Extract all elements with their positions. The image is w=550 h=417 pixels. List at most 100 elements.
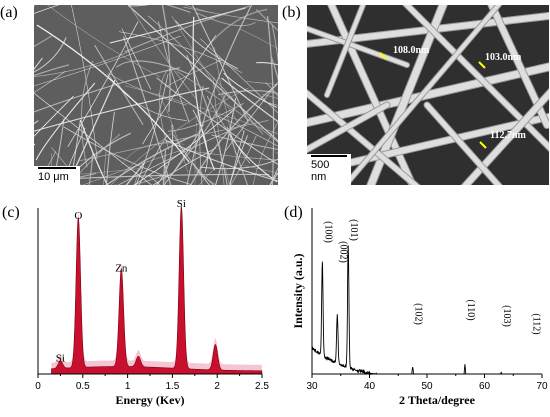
nanofiber-strand — [212, 77, 225, 185]
x-axis-title: 2 Theta/degree — [399, 393, 476, 407]
nanofiber — [342, 5, 502, 185]
nanofiber-strand — [115, 60, 190, 75]
nanofiber-strand — [269, 172, 278, 185]
measurement-1: 108.0nm — [393, 45, 430, 56]
peak-hkl-label: (002) — [337, 241, 348, 263]
scale-bar-line-b — [311, 155, 347, 157]
nanofiber-strand — [192, 163, 211, 185]
nanofiber-strand — [270, 56, 278, 81]
scale-bar-line-a — [38, 167, 76, 169]
nanofiber-strand — [176, 71, 278, 143]
y-axis-title: Intensity (a.u.) — [291, 253, 305, 328]
x-tick-label: 50 — [421, 381, 433, 392]
nanofiber-strand — [264, 81, 278, 97]
nanofiber-strand — [34, 95, 74, 137]
nanofiber-strand — [186, 5, 253, 185]
nanofiber-strand — [127, 5, 278, 142]
nanofiber-strand — [256, 62, 278, 66]
nanofiber-strand — [125, 162, 145, 185]
nanofiber-strand — [271, 25, 278, 63]
nanofiber-strand — [105, 133, 197, 185]
nanofiber — [307, 90, 420, 185]
nanofiber-strand — [82, 146, 192, 185]
nanofiber-strand — [118, 31, 242, 74]
nanofiber-strand — [158, 21, 190, 123]
sem-image-a: 10 μm — [34, 5, 278, 185]
peak-hkl-label: (101) — [348, 219, 359, 241]
nanofiber — [307, 63, 549, 127]
panel-c: (c) 0 0.5 1 1.5 2 2.5 Si O Zn Si Energy (Kev) — [0, 196, 275, 417]
panel-a: (a) 10 μm — [0, 0, 280, 190]
nanofiber — [325, 5, 366, 97]
nanofiber-strand — [34, 35, 53, 48]
nanofiber-strand — [174, 20, 239, 70]
sem-image-b: 108.0nm 103.0nm 112.7nm 500 nm — [307, 5, 549, 185]
nanofiber-strand — [156, 77, 278, 166]
measurement-3: 112.7nm — [490, 130, 526, 141]
nanofiber-strand — [211, 134, 278, 150]
measurement-marker — [379, 52, 387, 60]
nanofiber-strand — [163, 124, 204, 185]
nanofiber-strand — [165, 5, 191, 14]
panel-b: (b) 108.0nm 103.0nm 112.7nm 500 nm — [282, 0, 550, 190]
nanofiber-strand — [183, 5, 213, 14]
nanofiber-strand — [34, 71, 66, 93]
nanofiber-strand — [60, 132, 132, 185]
peak-label: O — [74, 210, 82, 222]
nanofiber-strand — [71, 5, 98, 159]
nanofiber-strand — [165, 139, 278, 182]
panel-c-label: (c) — [2, 204, 20, 221]
panel-d-label: (d) — [284, 204, 303, 221]
nanofiber-strand — [79, 119, 109, 185]
nanofiber-strand — [158, 92, 189, 173]
panel-a-label: (a) — [0, 4, 18, 21]
nanofiber-strand — [190, 84, 278, 185]
nanofiber-strand — [226, 126, 249, 185]
nanofiber-strand — [155, 124, 174, 185]
xrd-chart: 30 40 50 60 70 (100) (002)(101) (102) (110) (103)… — [291, 208, 548, 407]
nanofiber — [424, 102, 502, 185]
nanofiber-strand — [199, 85, 204, 185]
peak-label: Zn — [115, 263, 128, 275]
nanofiber-strand — [147, 15, 264, 135]
nanofiber-strand — [266, 15, 275, 185]
nanofiber-strand — [34, 87, 210, 132]
nanofiber-strand — [68, 133, 121, 185]
nanofiber-strand — [238, 28, 278, 50]
nanofiber-strand — [67, 21, 139, 147]
nanofiber-strand — [106, 111, 115, 185]
nanofiber — [328, 5, 416, 185]
nanofiber-strand — [214, 114, 278, 147]
nanofiber — [307, 102, 390, 153]
nanofiber-strand — [66, 79, 116, 185]
nanofiber-strand — [162, 150, 167, 185]
panel-d: (d) 30 40 50 60 70 (100) (002) (101) (102) (110) (… — [280, 196, 550, 417]
nanofiber-strand — [142, 35, 217, 145]
scale-bar-text-b: 500 nm — [311, 159, 330, 183]
nanofiber-strand — [221, 77, 278, 123]
nanofiber-strand — [246, 81, 278, 85]
nanofiber-strand — [161, 5, 171, 112]
peak-hkl-label: (100) — [322, 221, 333, 243]
scale-bar-a: 10 μm — [34, 166, 80, 185]
nanofiber-strand — [34, 37, 67, 73]
nanofiber-strand — [213, 47, 237, 155]
nanofiber-strand — [36, 24, 190, 163]
peak-label: Si — [56, 353, 65, 365]
nanofiber-strand — [132, 173, 169, 185]
nanofiber-strand — [199, 169, 214, 185]
nanofiber-strand — [34, 49, 133, 78]
peak-label: Si — [177, 198, 186, 210]
nanofiber-strand — [214, 97, 237, 185]
nanofiber-strand — [34, 92, 153, 185]
nanofiber-strand — [195, 170, 217, 185]
nanofiber-strand — [103, 150, 107, 185]
x-tick-label: 40 — [364, 381, 376, 392]
x-axis-title: Energy (Kev) — [116, 393, 185, 407]
nanofiber-strand — [34, 35, 181, 87]
nanofiber-strand — [124, 85, 278, 135]
scale-bar-b: 500 nm — [307, 154, 351, 185]
nanofiber-strand — [205, 8, 268, 49]
nanofiber-strand — [128, 5, 197, 100]
nanofiber-strand — [35, 82, 96, 161]
